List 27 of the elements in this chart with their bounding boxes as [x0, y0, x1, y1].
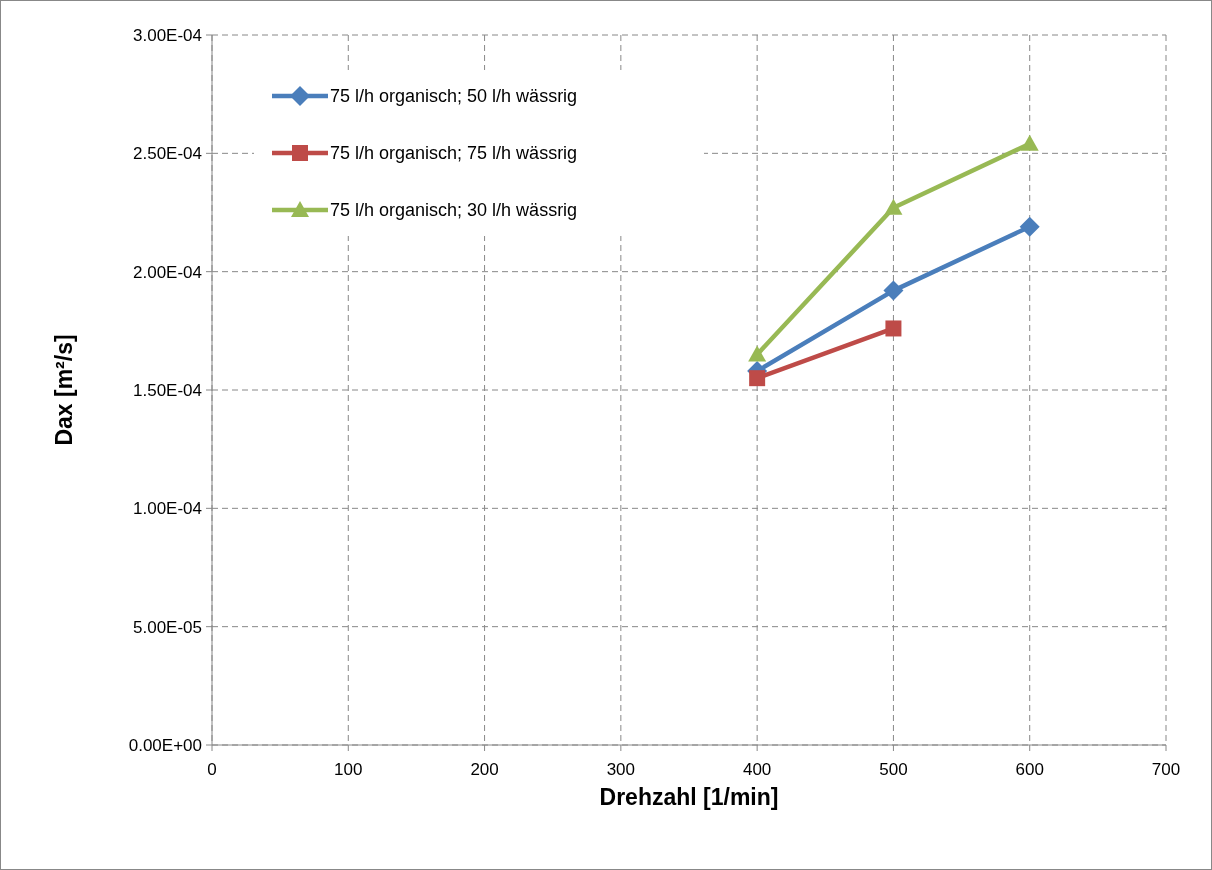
y-tick-label: 2.50E-04 — [133, 144, 202, 164]
point — [1019, 216, 1040, 237]
x-tick-label: 700 — [1151, 760, 1181, 779]
x-axis-title: Drehzahl [1/min] — [599, 784, 779, 810]
point — [749, 370, 766, 387]
y-tick-label: 5.00E-05 — [133, 617, 202, 637]
x-tick-label: 300 — [606, 760, 636, 779]
x-tick-label: 500 — [879, 760, 908, 779]
y-tick-label: 2.00E-04 — [133, 262, 202, 282]
point — [883, 280, 904, 301]
point — [748, 345, 767, 362]
y-tick-label: 3.00E-04 — [133, 25, 202, 45]
x-tick-label: 200 — [470, 760, 499, 779]
x-tick-label: 600 — [1015, 760, 1044, 779]
y-tick-label: 0.00E+00 — [128, 735, 202, 755]
y-tick-label: 1.00E-04 — [133, 499, 202, 519]
legend-label: 75 l/h organisch; 50 l/h wässrig — [330, 86, 578, 107]
x-tick-label: 400 — [742, 760, 772, 779]
y-tick-label: 1.50E-04 — [133, 380, 202, 400]
point — [885, 320, 902, 337]
x-tick-label: 100 — [334, 760, 363, 779]
legend-label: 75 l/h organisch; 75 l/h wässrig — [330, 143, 578, 164]
y-axis-title: Dax [m²/s] — [51, 334, 77, 446]
legend-label: 75 l/h organisch; 30 l/h wässrig — [330, 200, 578, 221]
point — [1020, 134, 1039, 151]
x-tick-label: 0 — [207, 760, 217, 779]
point — [884, 198, 903, 215]
